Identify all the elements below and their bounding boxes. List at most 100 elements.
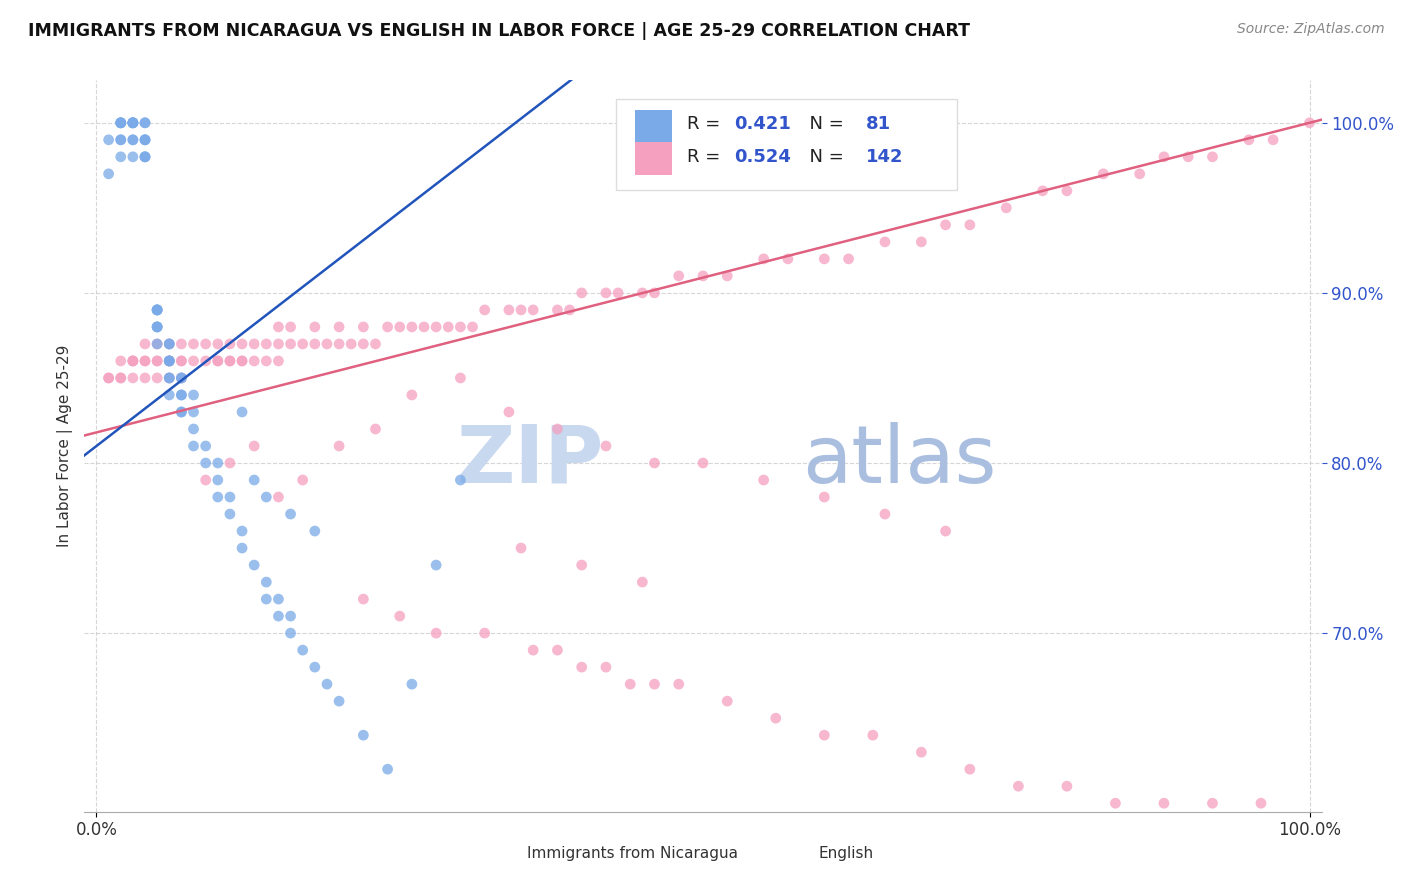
Text: ZIP: ZIP [457,422,605,500]
Point [122,354,145,368]
Point [134,133,156,147]
Point [813,490,835,504]
Point [146,302,169,317]
Point [122,150,145,164]
Point [364,422,387,436]
Point [134,150,156,164]
Point [571,285,593,300]
Point [1104,796,1126,810]
Point [243,439,266,453]
Point [1032,184,1054,198]
Point [1201,150,1223,164]
Point [122,116,145,130]
Point [157,371,180,385]
Text: Immigrants from Nicaragua: Immigrants from Nicaragua [527,846,738,861]
Point [170,405,193,419]
Point [910,235,932,249]
Point [291,473,314,487]
Point [146,354,169,368]
Point [170,354,193,368]
Point [110,116,132,130]
Point [1201,796,1223,810]
Point [194,456,217,470]
Point [959,762,981,776]
Point [157,371,180,385]
Point [1129,167,1152,181]
Bar [783,842,811,864]
Point [304,660,326,674]
Point [219,507,242,521]
Text: atlas: atlas [801,422,997,500]
Point [157,354,180,368]
Point [607,285,630,300]
Point [134,133,156,147]
Point [219,490,242,504]
Point [619,677,641,691]
Point [935,218,957,232]
Point [110,116,132,130]
Point [776,252,799,266]
Point [474,302,496,317]
Point [1056,779,1078,793]
Point [146,320,169,334]
Point [243,354,266,368]
Point [522,302,544,317]
Point [254,337,277,351]
Text: N =: N = [799,115,849,133]
Point [157,354,180,368]
Text: English: English [818,846,873,861]
Point [280,507,302,521]
Bar [636,110,672,143]
Point [935,524,957,538]
Point [146,354,169,368]
Point [873,507,896,521]
Point [219,354,242,368]
Point [449,320,471,334]
Point [183,405,205,419]
Point [437,320,460,334]
Point [231,354,253,368]
Point [643,285,665,300]
Point [267,609,290,624]
Point [207,337,229,351]
Point [1177,150,1199,164]
Point [838,252,860,266]
Point [352,728,374,742]
Point [340,337,363,351]
Point [146,302,169,317]
Point [388,320,411,334]
Point [692,456,714,470]
Point [862,728,884,742]
Point [183,422,205,436]
Point [194,439,217,453]
Point [231,541,253,555]
Point [352,592,374,607]
Point [474,626,496,640]
Point [765,711,787,725]
Point [291,643,314,657]
Point [231,405,253,419]
Point [170,354,193,368]
Point [243,337,266,351]
Text: R =: R = [688,115,725,133]
Point [461,320,484,334]
Point [122,116,145,130]
Point [449,371,471,385]
Text: 81: 81 [866,115,891,133]
Point [194,337,217,351]
Point [134,150,156,164]
Point [716,694,738,708]
Point [316,677,339,691]
Point [194,473,217,487]
Point [207,456,229,470]
Point [134,150,156,164]
Point [122,133,145,147]
Point [183,439,205,453]
Point [146,337,169,351]
Point [146,320,169,334]
Point [207,354,229,368]
Point [134,337,156,351]
Text: N =: N = [799,148,849,166]
Point [134,371,156,385]
Point [643,456,665,470]
